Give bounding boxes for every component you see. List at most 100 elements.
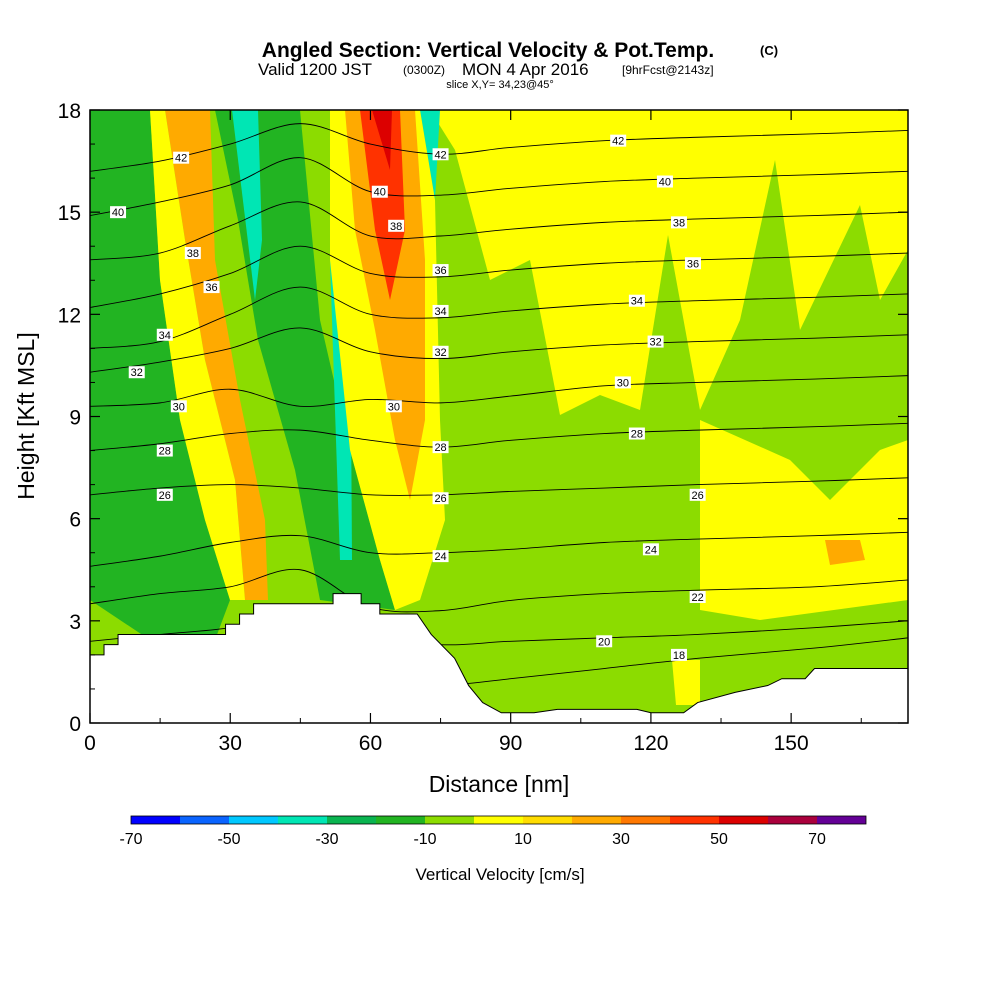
colorbar-swatch <box>376 816 425 824</box>
dark-green-west <box>90 110 230 640</box>
contour-label-bg <box>432 550 449 563</box>
red-updraft-core <box>360 110 405 300</box>
contour-label-text: 42 <box>434 149 446 161</box>
y-tick-label: 18 <box>58 100 81 123</box>
contour-label: 34 <box>628 294 645 308</box>
colorbar-tick-label: -10 <box>413 831 436 848</box>
x-axis-label: Distance [nm] <box>429 771 570 797</box>
cyan-top-band <box>420 110 440 200</box>
contour-label-bg <box>156 488 173 501</box>
contour-label-bg <box>385 400 402 413</box>
terrain <box>90 593 908 723</box>
contour-label-text: 30 <box>617 377 629 389</box>
x-tick-label: 30 <box>219 732 242 755</box>
contour-line-22 <box>90 568 908 613</box>
x-axis: 0 30 60 90 120 150 <box>84 110 862 755</box>
colorbar-swatch <box>768 816 817 824</box>
contour-label: 42 <box>610 134 627 148</box>
contour-label-text: 24 <box>645 544 657 556</box>
x-tick-label: 60 <box>359 732 382 755</box>
contour-label-bg <box>689 488 706 501</box>
colorbar: -70 -50 -30 -10 10 30 50 70 <box>119 815 867 848</box>
contour-label: 30 <box>614 376 631 389</box>
colorbar-swatch <box>229 816 278 824</box>
contour-label: 40 <box>656 175 673 189</box>
contour-label-bg <box>642 543 659 556</box>
contour-label-text: 28 <box>159 446 171 458</box>
contour-label-text: 26 <box>434 493 446 505</box>
contour-label-bg <box>173 151 190 164</box>
contour-line-30 <box>90 375 908 407</box>
contour-label-text: 32 <box>649 337 661 349</box>
pot-temp-contours <box>90 123 908 710</box>
yellow-region-east-lower <box>700 420 908 620</box>
forecast-info: [9hrFcst@2143z] <box>622 63 714 77</box>
contour-label-bg <box>432 304 449 317</box>
contour-label-bg <box>628 294 645 307</box>
contour-label: 34 <box>156 328 173 342</box>
contour-label-text: 22 <box>692 592 704 604</box>
valid-line: Valid 1200 JST (0300Z) MON 4 Apr 2016 [9… <box>258 60 714 79</box>
colorbar-tick-label: -30 <box>315 831 338 848</box>
contour-label: 26 <box>432 492 449 505</box>
contour-label-text: 38 <box>673 217 685 229</box>
contour-label-text: 30 <box>388 401 400 413</box>
y-tick-label: 0 <box>69 713 81 736</box>
contour-label: 20 <box>596 635 613 648</box>
contour-line-34 <box>90 286 908 349</box>
contour-label: 32 <box>432 345 449 359</box>
contour-label: 32 <box>128 366 145 379</box>
colorbar-tick-label: 10 <box>514 831 532 848</box>
colorbar-tick-label: -70 <box>119 831 142 848</box>
contour-label: 32 <box>647 335 664 349</box>
colorbar-tick-label: -50 <box>217 831 240 848</box>
colorbar-swatch <box>278 816 327 824</box>
colorbar-label: Vertical Velocity [cm/s] <box>415 865 584 884</box>
contour-label: 24 <box>432 550 449 563</box>
contour-label-text: 42 <box>175 153 187 165</box>
contour-line-20 <box>90 613 908 646</box>
contour-label-bg <box>203 281 220 294</box>
contour-label: 22 <box>689 590 706 604</box>
y-tick-label: 12 <box>58 304 81 327</box>
contour-line-40 <box>90 157 908 217</box>
contour-label: 40 <box>371 185 388 199</box>
contour-label: 24 <box>642 543 659 556</box>
contour-label: 42 <box>432 148 449 161</box>
contour-label-text: 26 <box>692 490 704 502</box>
contour-label-text: 36 <box>687 258 699 270</box>
plot-area: 42 42 42 40 40 40 38 38 38 36 36 36 34 34 34 32 32 32 30 30… <box>90 110 908 723</box>
contour-label-text: 20 <box>598 636 610 648</box>
colorbar-swatch <box>719 816 768 824</box>
contour-label-text: 28 <box>434 442 446 454</box>
contour-label: 40 <box>110 206 127 219</box>
colorbar-swatch <box>180 816 229 824</box>
contour-label: 28 <box>156 444 173 458</box>
slice-info: slice X,Y= 34,23@45° <box>446 79 554 91</box>
contour-label-text: 38 <box>390 221 402 233</box>
lower-orange-patch <box>825 540 865 565</box>
contour-label-text: 38 <box>187 248 199 260</box>
contour-label-bg <box>647 335 664 348</box>
x-tick-label: 0 <box>84 732 96 755</box>
contour-label-text: 32 <box>131 367 143 379</box>
y-tick-label: 9 <box>69 407 81 430</box>
contour-label-bg <box>432 148 449 161</box>
contour-label-bg <box>628 427 645 440</box>
contour-label-text: 28 <box>631 429 643 441</box>
contour-label-text: 42 <box>612 136 624 148</box>
lower-yellow-patch <box>672 660 700 705</box>
contour-label-bg <box>614 376 631 389</box>
colorbar-swatch <box>817 816 866 824</box>
contour-label: 34 <box>432 304 449 318</box>
contour-line-36 <box>90 245 908 308</box>
contour-label: 38 <box>388 219 405 233</box>
colorbar-swatch <box>131 816 180 824</box>
contour-line-24 <box>90 531 908 567</box>
colorbar-tick-label: 50 <box>710 831 728 848</box>
contour-label-bg <box>670 216 687 229</box>
colorbar-swatch <box>523 816 572 824</box>
contour-label-bg <box>184 247 201 260</box>
x-tick-label: 90 <box>499 732 522 755</box>
